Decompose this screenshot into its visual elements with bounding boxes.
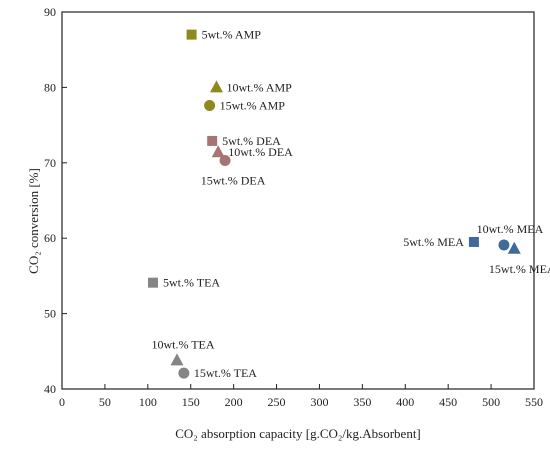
data-point-15wt-amp — [204, 99, 216, 111]
y-tick-label: 40 — [44, 382, 56, 396]
point-label: 10wt.% DEA — [228, 145, 293, 159]
point-label: 5wt.% DEA — [222, 134, 281, 148]
point-label: 10wt.% TEA — [151, 337, 214, 351]
axes-group — [61, 11, 535, 390]
data-point-5wt-mea — [468, 236, 479, 247]
point-label: 5wt.% TEA — [163, 276, 220, 290]
plot-frame — [61, 11, 535, 390]
x-tick-label: 300 — [310, 395, 328, 409]
x-tick-label: 400 — [396, 395, 414, 409]
point-label: 15wt.% MEA — [489, 262, 550, 276]
y-tick-label: 80 — [44, 80, 56, 94]
data-point-15wt-tea — [178, 367, 190, 379]
data-point-5wt-tea — [147, 277, 158, 288]
y-tick-label: 90 — [44, 5, 56, 19]
x-tick-label: 200 — [225, 395, 243, 409]
data-point-5wt-amp — [186, 29, 197, 40]
ticks-group: 0 50 100 150 200 250 300 350 400 450 500 550 40 50 60 7… — [44, 5, 543, 409]
point-label: 15wt.% DEA — [201, 174, 266, 188]
x-tick-label: 450 — [439, 395, 457, 409]
x-tick-label: 50 — [99, 395, 111, 409]
point-label: 15wt.% AMP — [220, 98, 286, 112]
data-point-10wt-amp — [209, 80, 223, 93]
data-point-5wt-dea — [207, 135, 218, 146]
point-label: 10wt.% AMP — [226, 80, 292, 94]
data-point-10wt-tea — [170, 353, 184, 366]
point-label: 15wt.% TEA — [194, 366, 257, 380]
x-tick-label: 550 — [525, 395, 543, 409]
y-tick-label: 50 — [44, 307, 56, 321]
x-tick-label: 500 — [482, 395, 500, 409]
data-point-15wt-dea — [219, 155, 231, 167]
x-tick-label: 150 — [182, 395, 200, 409]
x-tick-label: 100 — [139, 395, 157, 409]
y-tick-label: 60 — [44, 231, 56, 245]
y-axis-title: CO₂ conversion [%] — [26, 168, 41, 274]
x-tick-label: 350 — [353, 395, 371, 409]
point-label: 5wt.% AMP — [202, 28, 262, 42]
point-label: 10wt.% MEA — [477, 222, 544, 236]
data-point-10wt-dea — [211, 145, 225, 158]
x-tick-label: 0 — [59, 395, 65, 409]
data-point-15wt-mea — [507, 241, 521, 254]
y-tick-label: 70 — [44, 156, 56, 170]
x-tick-label: 250 — [268, 395, 286, 409]
point-label: 5wt.% MEA — [403, 235, 464, 249]
x-axis-title: CO₂ absorption capacity [g.CO₂/kg.Absorb… — [175, 426, 421, 441]
data-point-10wt-mea — [498, 239, 510, 251]
points-group — [147, 29, 521, 379]
